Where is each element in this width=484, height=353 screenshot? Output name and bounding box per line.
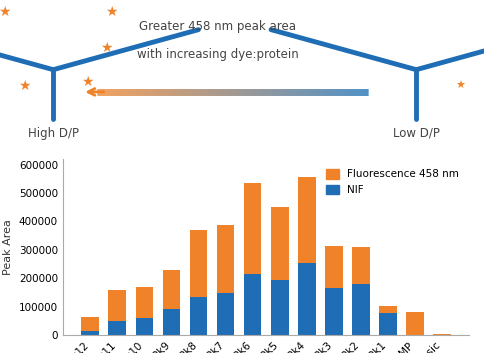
- Text: Greater 458 nm peak area: Greater 458 nm peak area: [139, 20, 296, 33]
- Bar: [217, 226, 234, 293]
- Bar: [271, 280, 288, 335]
- Bar: [379, 312, 397, 335]
- Y-axis label: Peak Area: Peak Area: [3, 219, 14, 275]
- Bar: [108, 290, 126, 321]
- Text: ★: ★: [455, 81, 465, 91]
- Bar: [81, 331, 99, 335]
- Bar: [298, 263, 316, 335]
- Text: with increasing dye:protein: with increasing dye:protein: [137, 48, 299, 61]
- Text: ★: ★: [100, 41, 113, 54]
- Text: High D/P: High D/P: [28, 127, 79, 140]
- Bar: [217, 293, 234, 335]
- Bar: [352, 246, 370, 283]
- Bar: [190, 298, 207, 335]
- Bar: [379, 306, 397, 312]
- Text: ★: ★: [81, 74, 93, 89]
- Legend: Fluorescence 458 nm, NIF: Fluorescence 458 nm, NIF: [321, 164, 464, 200]
- Bar: [271, 207, 288, 280]
- Bar: [325, 288, 343, 335]
- Bar: [298, 176, 316, 263]
- Bar: [244, 274, 261, 335]
- Bar: [190, 230, 207, 298]
- Bar: [81, 317, 99, 331]
- Bar: [136, 318, 153, 335]
- Bar: [407, 312, 424, 335]
- Bar: [163, 270, 180, 309]
- Bar: [325, 246, 343, 288]
- Bar: [163, 309, 180, 335]
- Bar: [352, 283, 370, 335]
- Text: ★: ★: [105, 5, 118, 19]
- Text: ★: ★: [18, 79, 30, 93]
- Bar: [244, 183, 261, 274]
- Text: ★: ★: [0, 5, 11, 19]
- Bar: [136, 287, 153, 318]
- Bar: [433, 334, 451, 335]
- Text: Low D/P: Low D/P: [393, 127, 439, 140]
- Bar: [108, 321, 126, 335]
